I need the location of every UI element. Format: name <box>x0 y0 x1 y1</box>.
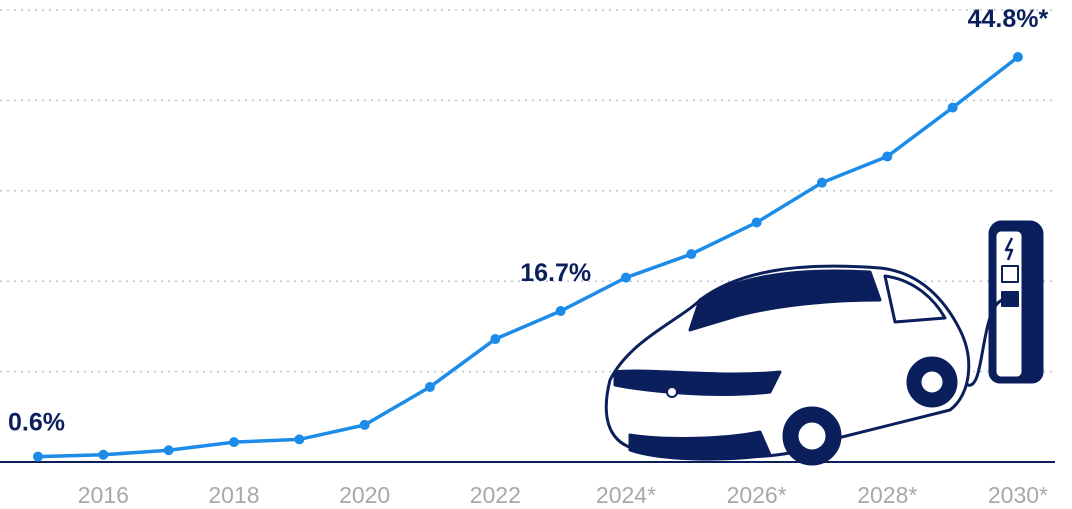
point <box>1013 52 1023 62</box>
point <box>98 450 108 460</box>
x-tick-label: 2028* <box>857 482 917 508</box>
point <box>556 306 566 316</box>
point <box>621 273 631 283</box>
point <box>33 452 43 462</box>
point <box>817 178 827 188</box>
x-tick-label: 2030* <box>988 482 1048 508</box>
chart: 2016 2018 2020 2022 2024* 2026* 2028* 2030* 0.6%… <box>0 0 1072 509</box>
point <box>360 420 370 430</box>
x-tick-label: 2026* <box>727 482 787 508</box>
point <box>425 382 435 392</box>
value-label: 16.7% <box>520 259 591 287</box>
point <box>229 437 239 447</box>
x-tick-label: 2018 <box>208 482 259 508</box>
x-tick-label: 2024* <box>596 482 656 508</box>
point <box>164 445 174 455</box>
value-label: 44.8%* <box>968 5 1049 33</box>
labels: 2016 2018 2020 2022 2024* 2026* 2028* 2030* 0.6%… <box>8 5 1049 508</box>
x-tick-label: 2016 <box>78 482 129 508</box>
x-tick-label: 2022 <box>470 482 521 508</box>
point <box>948 103 958 113</box>
point <box>686 249 696 259</box>
x-tick-label: 2020 <box>339 482 390 508</box>
point <box>752 217 762 227</box>
point <box>294 434 304 444</box>
point <box>490 334 500 344</box>
car-illustration <box>606 222 1042 464</box>
point <box>882 151 892 161</box>
value-label: 0.6% <box>8 409 65 437</box>
